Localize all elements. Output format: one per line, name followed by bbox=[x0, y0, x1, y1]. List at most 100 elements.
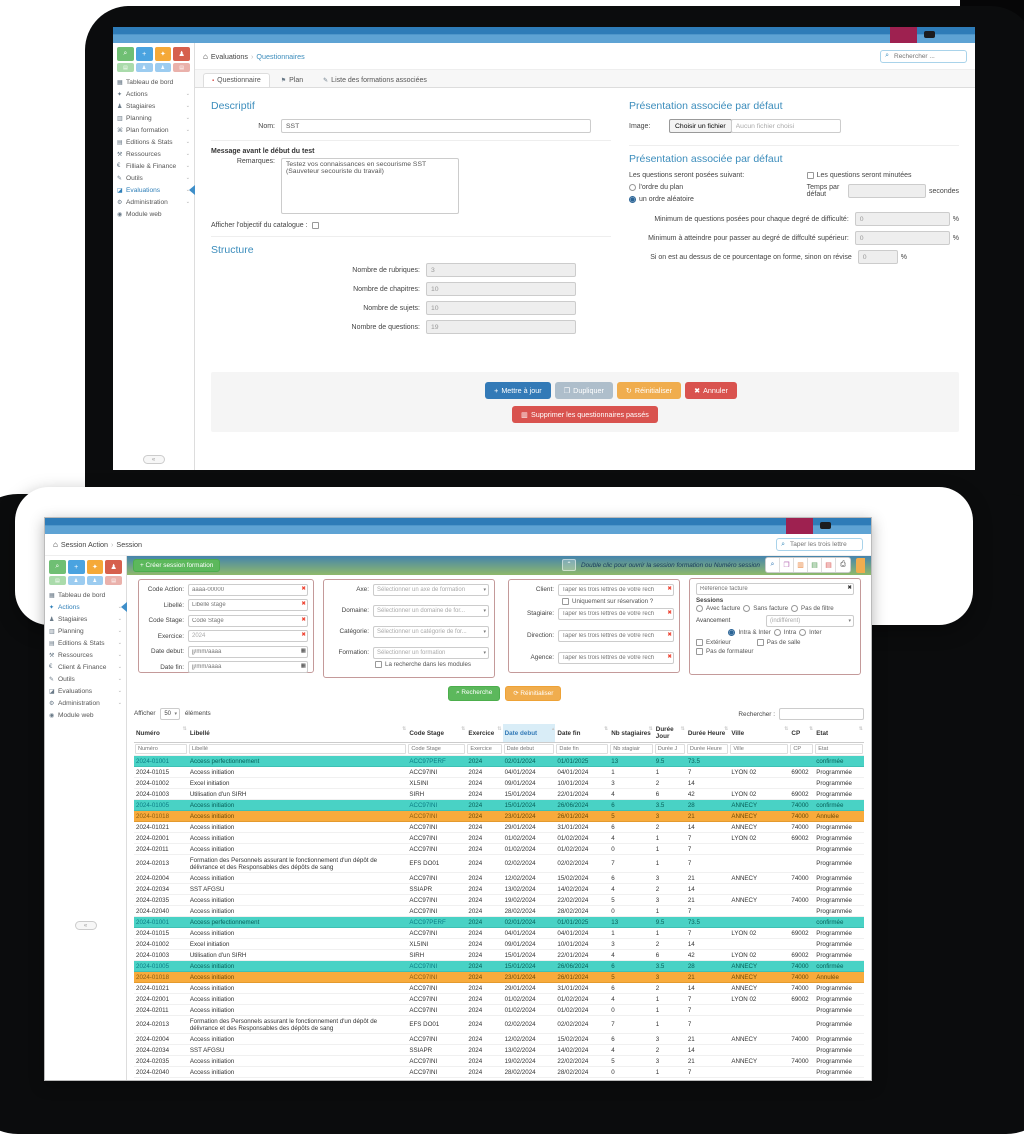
facture-radio[interactable] bbox=[696, 604, 703, 612]
session-number-link[interactable]: 2024-01021 bbox=[134, 982, 188, 995]
filter-input[interactable] bbox=[558, 607, 674, 620]
plus-icon[interactable]: + bbox=[135, 47, 153, 61]
book-calendar-icon[interactable]: ▤ bbox=[117, 63, 134, 72]
column-filter-input[interactable] bbox=[730, 744, 789, 755]
sidebar-collapse-button[interactable]: « bbox=[74, 921, 97, 930]
pdf-file-icon[interactable]: ▤ bbox=[822, 558, 836, 573]
table-row[interactable]: 2024-02004 Access initiation ACC97INI 2024 1… bbox=[134, 1033, 864, 1046]
table-row[interactable]: 2024-01001 Access perfectionnement ACC97PE… bbox=[134, 755, 864, 768]
filter-input[interactable] bbox=[188, 583, 308, 596]
column-filter-input[interactable] bbox=[610, 744, 653, 755]
difficulty-input[interactable] bbox=[854, 231, 950, 245]
table-row[interactable]: 2024-01021 Access initiation ACC97INI 2024 2… bbox=[134, 821, 864, 834]
reset-button[interactable]: ↻ Réinitialiser bbox=[616, 382, 682, 399]
add-user-icon[interactable]: ♟ bbox=[173, 47, 190, 61]
table-row[interactable]: 2024-01003 Utilisation d'un SIRH SIRH 2024 1… bbox=[134, 788, 864, 801]
session-number-link[interactable]: 2024-02004 bbox=[134, 872, 188, 885]
sidebar-item--valuations[interactable]: ◪ Évaluations ⌄ bbox=[45, 685, 126, 697]
table-cell[interactable]: ACC97INI bbox=[407, 1004, 467, 1017]
table-cell[interactable]: ACC97INI bbox=[407, 799, 467, 812]
home-icon[interactable]: ⌂ bbox=[203, 51, 208, 61]
search-button[interactable]: ⌕ Recherche bbox=[448, 685, 501, 701]
search-icon[interactable]: ⌕ bbox=[117, 47, 134, 61]
table-cell[interactable]: ACC97INI bbox=[407, 982, 467, 995]
column-filter-input[interactable] bbox=[467, 744, 502, 755]
table-row[interactable]: 2024-01003 Utilisation d'un SIRH SIRH 2024 1… bbox=[134, 949, 864, 962]
reservation-checkbox[interactable] bbox=[562, 597, 569, 605]
table-cell[interactable]: SSIAPR bbox=[407, 1044, 467, 1057]
user-list-icon[interactable]: ♟ bbox=[154, 63, 172, 72]
tab-questionnaire[interactable]: ▪ Questionnaire bbox=[203, 73, 270, 87]
sidebar-item-planning[interactable]: ▥ Planning ⌄ bbox=[113, 112, 194, 124]
table-cell[interactable]: ACC97INI bbox=[407, 832, 467, 845]
sidebar-item-module-web[interactable]: ◉ Module web bbox=[45, 709, 126, 721]
sidebar-item-tableau-de-bord[interactable]: ▦ Tableau de bord bbox=[113, 76, 194, 88]
session-number-link[interactable]: 2024-02040 bbox=[134, 1066, 188, 1079]
filter-select[interactable]: Sélectionner un domaine de for... bbox=[373, 604, 489, 617]
clear-icon[interactable]: ✖ bbox=[847, 584, 852, 591]
session-number-link[interactable]: 2024-01001 bbox=[134, 755, 188, 768]
card-calendar-icon[interactable]: ▤ bbox=[173, 63, 190, 72]
table-row[interactable]: 2024-01002 Excel initiation XL5INI 2024 09/0… bbox=[134, 777, 864, 790]
ordre-plan-radio[interactable] bbox=[629, 184, 636, 191]
trash-icon[interactable]: ▥ bbox=[794, 558, 808, 573]
sidebar-item-ressources[interactable]: ⚒ Ressources ⌄ bbox=[45, 649, 126, 661]
sidebar-item-actions[interactable]: ✦ Actions ⌄ bbox=[45, 601, 127, 613]
filter-input[interactable] bbox=[558, 583, 674, 596]
intra-inter-radio[interactable] bbox=[773, 628, 781, 636]
filter-select[interactable]: Sélectionner un formation bbox=[373, 646, 489, 659]
table-row[interactable]: 2024-01005 Access initiation ACC97INI 2024 1… bbox=[134, 799, 864, 812]
sidebar-item--ditions-stats[interactable]: ▤ Éditions & Stats ⌄ bbox=[113, 136, 194, 148]
session-number-link[interactable]: 2024-02040 bbox=[134, 905, 188, 918]
print-icon[interactable]: ⎙ bbox=[836, 558, 850, 573]
sidebar-item-stagiaires[interactable]: ♟ Stagiaires ⌄ bbox=[113, 100, 194, 112]
column-filter-input[interactable] bbox=[686, 744, 729, 755]
column-filter-input[interactable] bbox=[408, 744, 466, 755]
book-calendar-icon[interactable]: ▤ bbox=[49, 576, 66, 585]
session-number-link[interactable]: 2024-02035 bbox=[134, 1055, 188, 1068]
session-number-link[interactable]: 2024-02011 bbox=[134, 843, 188, 856]
column-header-date-debut[interactable]: Date debut ▴ bbox=[502, 724, 556, 744]
copy-icon[interactable]: ❐ bbox=[780, 558, 794, 573]
global-search[interactable]: ⌕ bbox=[880, 49, 967, 63]
filter-select[interactable]: Sélectionner un axe de formation bbox=[373, 583, 489, 596]
session-number-link[interactable]: 2024-01021 bbox=[134, 821, 188, 834]
table-cell[interactable]: ACC97INI bbox=[407, 810, 467, 823]
intra-inter-radio[interactable] bbox=[799, 628, 807, 636]
card-calendar-icon[interactable]: ▤ bbox=[105, 576, 122, 585]
clear-icon[interactable]: ✖ bbox=[301, 585, 306, 592]
session-number-link[interactable]: 2024-01002 bbox=[134, 938, 188, 951]
minutees-checkbox[interactable] bbox=[806, 172, 814, 179]
sidebar-item-plan-formation[interactable]: ⌘ Plan formation ⌄ bbox=[113, 124, 194, 136]
table-row[interactable]: 2024-02004 Access initiation ACC97INI 2024 1… bbox=[134, 872, 864, 885]
column-header-dur-e-heure[interactable]: Durée Heure ⇅ bbox=[685, 724, 730, 744]
session-number-link[interactable]: 2024-02001 bbox=[134, 832, 188, 845]
session-number-link[interactable]: 2024-02011 bbox=[134, 1004, 188, 1017]
table-cell[interactable]: SSIAPR bbox=[407, 883, 467, 896]
filter-input[interactable] bbox=[558, 629, 674, 642]
table-cell[interactable]: ACC97INI bbox=[407, 1033, 467, 1046]
choose-file-button[interactable]: Choisir un fichier bbox=[669, 119, 732, 133]
duplicate-button[interactable]: ❐ Dupliquer bbox=[554, 382, 613, 399]
toolbar-orange-edge-button[interactable] bbox=[856, 557, 865, 573]
sidebar-item-outils[interactable]: ✎ Outils ⌄ bbox=[45, 673, 126, 685]
session-number-link[interactable]: 2024-01003 bbox=[134, 949, 188, 962]
search-input[interactable] bbox=[892, 51, 962, 61]
table-cell[interactable]: ACC97INI bbox=[407, 1055, 467, 1068]
nom-input[interactable] bbox=[281, 119, 591, 133]
column-header-dur-e-jour[interactable]: Durée Jour ⇅ bbox=[653, 724, 686, 744]
clear-icon[interactable]: ✖ bbox=[301, 632, 306, 639]
plus-icon[interactable]: + bbox=[67, 560, 85, 574]
table-cell[interactable]: EFS DO01 bbox=[407, 854, 467, 874]
sidebar-item-administration[interactable]: ⚙ Administration ⌄ bbox=[45, 697, 126, 709]
table-row[interactable]: 2024-01005 Access initiation ACC97INI 2024 1… bbox=[134, 960, 864, 973]
table-cell[interactable]: ACC97INI bbox=[407, 905, 467, 918]
table-row[interactable]: 2024-01001 Access perfectionnement ACC97PE… bbox=[134, 916, 864, 929]
column-header-code-stage[interactable]: Code Stage ⇅ bbox=[407, 724, 467, 744]
pas-de-salle-checkbox[interactable] bbox=[756, 638, 764, 646]
table-row[interactable]: 2024-01021 Access initiation ACC97INI 2024 2… bbox=[134, 982, 864, 995]
create-session-button[interactable]: + Créer session formation bbox=[133, 558, 221, 572]
clear-icon[interactable]: ✖ bbox=[301, 616, 306, 623]
search-icon[interactable]: ⌕ bbox=[49, 560, 66, 574]
table-cell[interactable]: XL5INI bbox=[407, 938, 467, 951]
